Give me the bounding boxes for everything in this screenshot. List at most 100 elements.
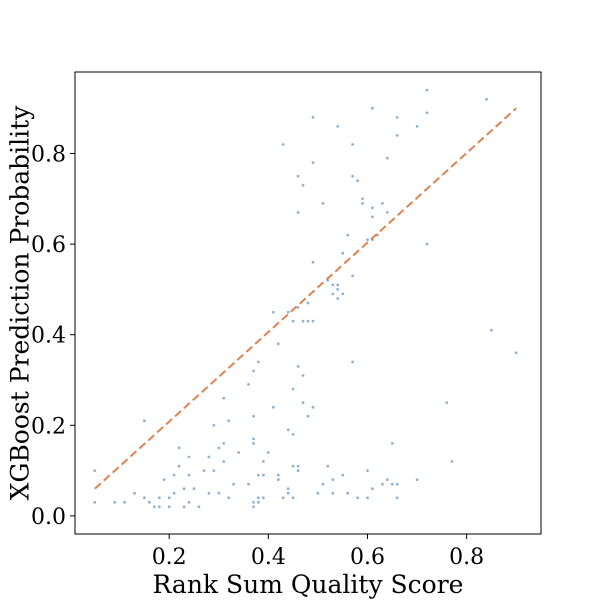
data-point	[276, 478, 280, 481]
data-point	[93, 469, 97, 472]
data-point	[262, 460, 265, 463]
data-point	[271, 405, 275, 409]
data-point	[276, 342, 280, 346]
data-point	[286, 491, 290, 495]
data-point	[351, 360, 354, 364]
data-point	[252, 369, 255, 373]
data-point	[331, 283, 335, 287]
data-point	[346, 491, 350, 495]
data-point	[341, 292, 345, 296]
data-point	[291, 387, 295, 391]
y-tick-label: 0.0	[31, 505, 66, 530]
data-point	[143, 419, 146, 423]
data-point	[415, 125, 419, 128]
data-point	[222, 460, 226, 463]
data-point	[296, 306, 300, 309]
data-point	[485, 97, 488, 101]
data-point	[415, 478, 419, 481]
data-point	[395, 134, 399, 137]
data-point	[321, 482, 325, 486]
data-point	[266, 451, 270, 454]
y-tick-label: 0.2	[31, 414, 66, 439]
data-point	[311, 405, 315, 409]
data-point	[152, 505, 156, 509]
x-axis-label: Rank Sum Quality Score	[153, 570, 464, 599]
x-tick-label: 0.6	[350, 545, 385, 570]
data-point	[306, 319, 310, 323]
data-point	[291, 496, 295, 500]
data-point	[371, 215, 374, 219]
data-point	[356, 179, 359, 183]
data-point	[257, 496, 260, 500]
data-point	[187, 455, 191, 459]
data-point	[217, 446, 221, 450]
data-point	[143, 496, 146, 500]
data-point	[257, 500, 260, 504]
data-point	[450, 460, 454, 463]
data-point	[336, 125, 340, 128]
data-point	[311, 161, 315, 165]
data-point	[361, 197, 364, 201]
data-point	[371, 206, 374, 210]
data-point	[371, 487, 374, 491]
data-point	[395, 496, 399, 500]
data-point	[172, 473, 176, 477]
data-point	[351, 274, 354, 278]
data-point	[366, 238, 369, 242]
data-point	[341, 251, 345, 255]
data-point	[182, 505, 186, 509]
y-tick-label: 0.8	[31, 143, 66, 168]
data-point	[252, 442, 255, 445]
data-point	[445, 401, 449, 404]
data-point	[291, 433, 295, 436]
data-point	[291, 319, 295, 323]
data-point	[385, 156, 389, 160]
data-point	[192, 487, 196, 491]
data-point	[232, 482, 236, 486]
data-point	[252, 414, 255, 418]
data-point	[490, 328, 493, 332]
data-point	[113, 500, 117, 504]
data-point	[395, 115, 399, 119]
data-point	[381, 482, 384, 486]
data-point	[385, 211, 389, 214]
data-point	[237, 451, 241, 454]
data-point	[366, 496, 369, 500]
data-point	[257, 360, 260, 364]
data-point	[326, 464, 330, 468]
x-axis: 0.2 0.4 0.6 0.8	[152, 534, 484, 570]
data-point	[336, 297, 340, 300]
data-point	[366, 469, 369, 472]
data-point	[162, 478, 166, 481]
data-point	[296, 174, 300, 178]
data-point	[306, 301, 310, 305]
data-point	[123, 500, 126, 504]
data-point	[331, 491, 335, 495]
data-point	[346, 233, 350, 237]
data-point	[390, 482, 394, 486]
data-point	[227, 496, 231, 500]
data-point	[187, 473, 191, 477]
data-point	[351, 143, 354, 146]
data-point	[371, 106, 374, 110]
data-point	[425, 88, 429, 92]
data-point	[247, 482, 250, 486]
data-point	[356, 496, 359, 500]
data-point	[286, 310, 290, 314]
x-tick-label: 0.4	[251, 545, 286, 570]
data-point	[341, 473, 345, 477]
data-point	[385, 478, 389, 481]
plot-frame	[74, 71, 542, 535]
data-point	[222, 442, 226, 445]
data-point	[197, 505, 201, 509]
x-tick-label: 0.8	[449, 545, 484, 570]
data-point	[301, 401, 305, 404]
data-point	[296, 211, 300, 214]
data-point	[281, 496, 285, 500]
data-point	[271, 310, 275, 314]
x-tick-label: 0.2	[152, 545, 187, 570]
data-point	[133, 491, 136, 495]
data-point	[252, 500, 255, 504]
data-point	[207, 491, 211, 495]
data-point	[212, 423, 216, 427]
